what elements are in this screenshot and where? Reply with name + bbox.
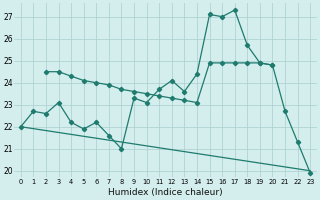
X-axis label: Humidex (Indice chaleur): Humidex (Indice chaleur) xyxy=(108,188,223,197)
